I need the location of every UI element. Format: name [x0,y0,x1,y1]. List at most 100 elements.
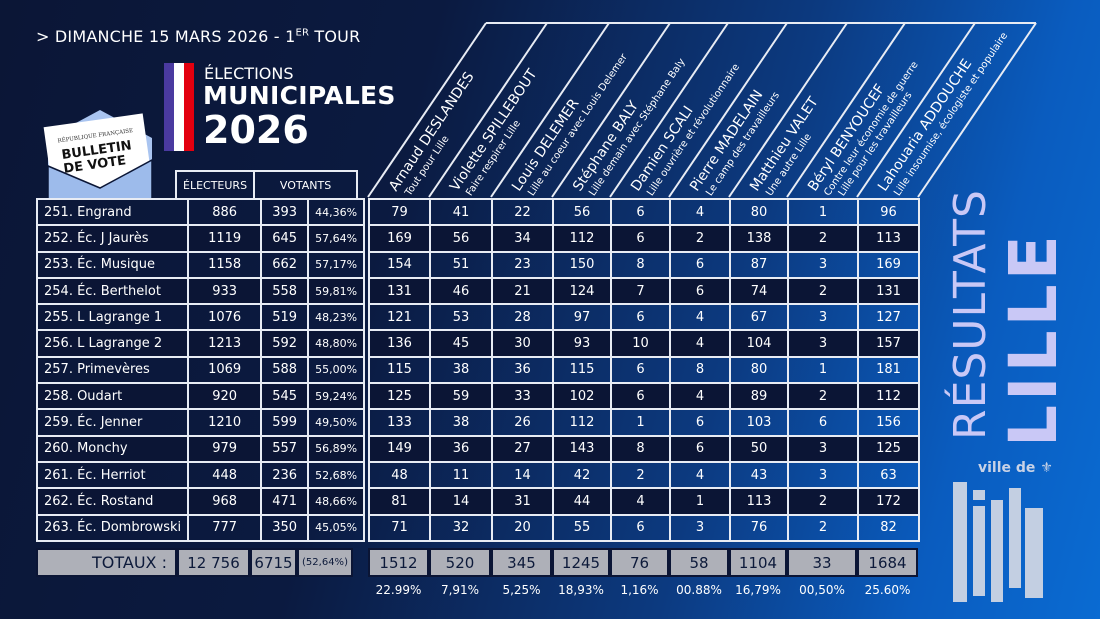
vote-count: 32 [429,513,493,542]
vote-count: 169 [368,224,431,253]
vote-share: 5,25% [502,583,541,597]
total-votes: 1245 [552,548,610,577]
vote-count: 41 [429,197,493,227]
vote-count: 104 [729,329,789,358]
vote-count: 80 [729,355,789,385]
vote-count: 112 [552,224,612,253]
electeurs-value: 968 [187,487,263,516]
city-title: LILLE [995,231,1072,447]
bureau-name: 263. Éc. Dombrowski [35,513,190,542]
bureau-name: 256. L Lagrange 2 [35,329,190,358]
vote-count: 113 [729,487,789,516]
total-votes: 345 [491,548,552,577]
turnout-percent: 45,05% [307,513,366,542]
table-row: 71 32 20 55 6 3 76 2 82 [368,513,920,542]
candidate-headers: Arnaud DESLANDES Tout pour Lille Violett… [367,22,1037,199]
title-year: 2026 [203,108,309,152]
vote-count: 3 [787,329,859,358]
vote-count: 2 [669,224,731,253]
bureau-name: 261. Éc. Herriot [35,460,190,490]
vote-count: 31 [491,487,554,516]
vote-count: 181 [857,355,920,385]
table-row: 169 56 34 112 6 2 138 2 113 [368,224,920,253]
vote-count: 6 [669,408,731,437]
polling-station-table: 251. Engrand 886 393 44,36% 252. Éc. J J… [35,197,366,542]
turnout-percent: 59,24% [307,382,366,411]
vote-count: 3 [787,303,859,332]
vote-count: 2 [610,460,671,490]
vote-count: 67 [729,303,789,332]
vote-count: 2 [787,382,859,411]
vote-count: 8 [610,434,671,463]
vote-count: 150 [552,250,612,279]
vote-count: 46 [429,276,493,306]
electeurs-value: 1158 [187,250,263,279]
table-row: 131 46 21 124 7 6 74 2 131 [368,276,920,306]
vote-count: 2 [787,276,859,306]
vote-count: 33 [491,382,554,411]
vote-count: 87 [729,250,789,279]
total-votes: 520 [429,548,491,577]
vote-count: 96 [857,197,920,227]
electeurs-value: 886 [187,197,263,227]
vote-share: 25.60% [864,583,911,597]
electeurs-value: 1119 [187,224,263,253]
electeurs-value: 1076 [187,303,263,332]
vote-count: 45 [429,329,493,358]
header-votants: VOTANTS [253,170,359,200]
vote-count: 6 [610,224,671,253]
vote-share: 00.88% [676,583,722,597]
vote-count: 79 [368,197,431,227]
header-divider [728,22,848,198]
turnout-percent: 52,68% [307,460,366,490]
table-row: 136 45 30 93 10 4 104 3 157 [368,329,920,358]
ville-de-lille-logo [953,482,1043,602]
vote-count: 30 [491,329,554,358]
vote-count: 43 [729,460,789,490]
vote-count: 1 [669,487,731,516]
header-divider [668,22,788,198]
table-row: 256. L Lagrange 2 1213 592 48,80% [35,329,366,358]
bureau-name: 262. Éc. Rostand [35,487,190,516]
table-row: 154 51 23 150 8 6 87 3 169 [368,250,920,279]
table-row: 252. Éc. J Jaurès 1119 645 57,64% [35,224,366,253]
votants-value: 588 [260,355,310,385]
vote-count: 1 [610,408,671,437]
vote-count: 82 [857,513,920,542]
table-row: 261. Éc. Herriot 448 236 52,68% [35,460,366,490]
table-row: 253. Éc. Musique 1158 662 57,17% [35,250,366,279]
total-votes: 33 [787,548,857,577]
vote-count: 2 [787,513,859,542]
header-divider [856,22,976,198]
vote-count: 121 [368,303,431,332]
header-divider [428,22,548,198]
vote-count: 154 [368,250,431,279]
table-row: 262. Éc. Rostand 968 471 48,66% [35,487,366,516]
votants-value: 236 [260,460,310,490]
votants-value: 558 [260,276,310,306]
title-municipales: MUNICIPALES [203,81,396,110]
votants-value: 662 [260,250,310,279]
votants-value: 519 [260,303,310,332]
bureau-name: 254. Éc. Berthelot [35,276,190,306]
vote-count: 127 [857,303,920,332]
vote-count: 3 [787,460,859,490]
vote-count: 102 [552,382,612,411]
table-row: 260. Monchy 979 557 56,89% [35,434,366,463]
vote-count: 125 [857,434,920,463]
vote-count: 4 [669,460,731,490]
vote-count: 138 [729,224,789,253]
turnout-percent: 48,66% [307,487,366,516]
bureau-name: 255. L Lagrange 1 [35,303,190,332]
vote-count: 133 [368,408,431,437]
vote-count: 6 [669,276,731,306]
french-flag-icon [164,63,194,151]
vote-count: 36 [429,434,493,463]
bureau-name: 252. Éc. J Jaurès [35,224,190,253]
total-votes: 1512 [368,548,429,577]
table-row: 48 11 14 42 2 4 43 3 63 [368,460,920,490]
table-row: 79 41 22 56 6 4 80 1 96 [368,197,920,227]
table-row: 255. L Lagrange 1 1076 519 48,23% [35,303,366,332]
vote-count: 124 [552,276,612,306]
ballot-envelope-icon: RÉPUBLIQUE FRANÇAISE BULLETIN DE VOTE [43,110,153,200]
